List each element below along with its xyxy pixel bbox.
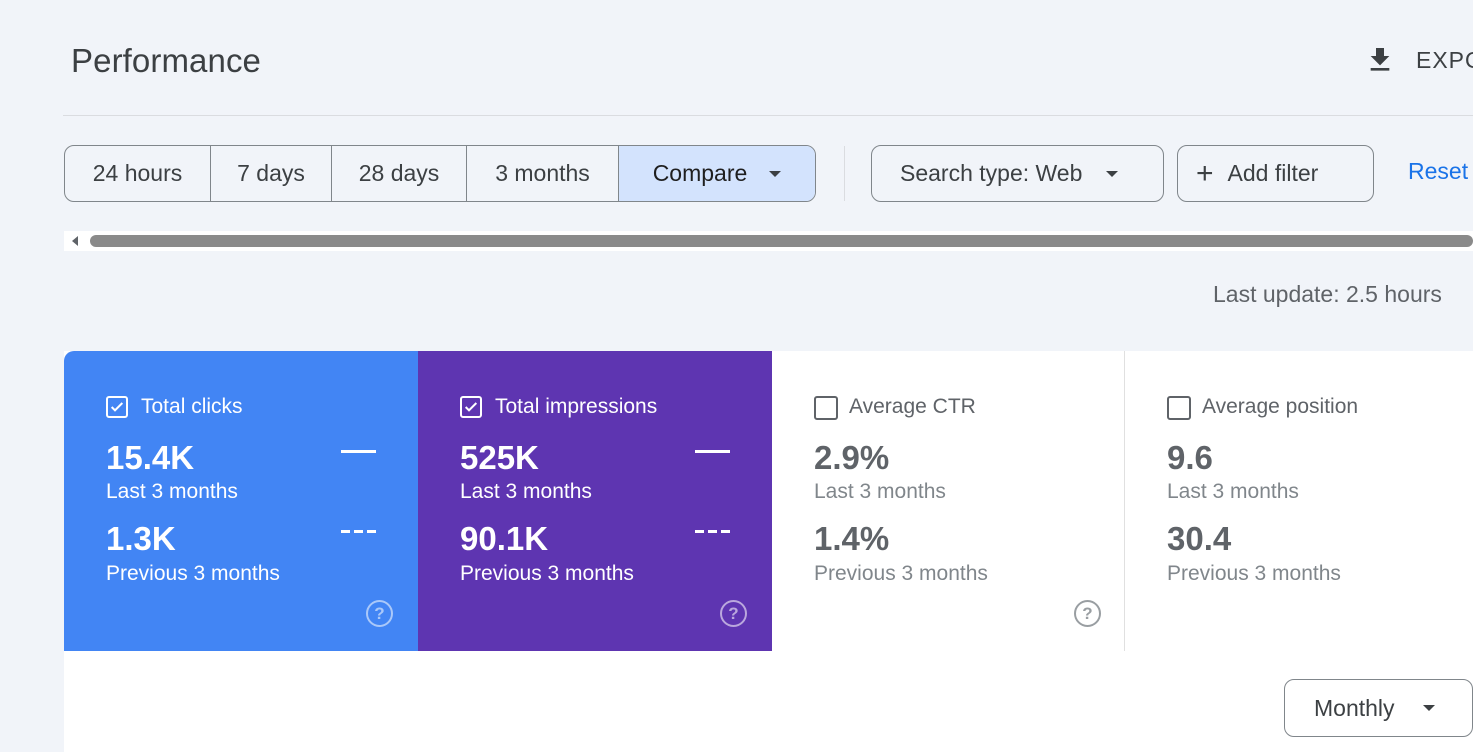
metric-current-period: Last 3 months [814, 480, 946, 503]
metric-card-total-clicks[interactable]: Total clicks 15.4K Last 3 months 1.3K Pr… [64, 351, 418, 651]
metric-current-period: Last 3 months [460, 480, 592, 503]
search-type-label: Search type: Web [900, 160, 1083, 186]
metric-previous-period: Previous 3 months [814, 562, 988, 585]
add-filter-label: Add filter [1227, 160, 1319, 186]
metric-previous-period: Previous 3 months [1167, 562, 1341, 585]
date-range-selector: 24 hours 7 days 28 days 3 months Compare [64, 145, 816, 202]
checkbox-total-clicks[interactable] [106, 396, 128, 418]
metric-previous-period: Previous 3 months [106, 562, 280, 585]
filter-divider [844, 146, 845, 201]
export-button[interactable]: EXPORT [1364, 40, 1473, 80]
check-icon [110, 402, 124, 412]
metric-current-period: Last 3 months [106, 480, 238, 503]
metric-card-average-position[interactable]: Average position 9.6 Last 3 months 30.4 … [1125, 351, 1473, 651]
chevron-down-icon [1422, 705, 1435, 711]
checkbox-average-ctr[interactable] [814, 396, 838, 420]
checkbox-total-impressions[interactable] [460, 396, 482, 418]
range-7-days[interactable]: 7 days [211, 146, 332, 201]
metric-label: Average CTR [849, 395, 976, 418]
range-24-hours[interactable]: 24 hours [65, 146, 211, 201]
chevron-down-icon [769, 170, 782, 177]
metric-current-value: 9.6 [1167, 439, 1213, 476]
metric-previous-value: 30.4 [1167, 520, 1232, 557]
metric-previous-period: Previous 3 months [460, 562, 634, 585]
metric-cards: Total clicks 15.4K Last 3 months 1.3K Pr… [64, 351, 1473, 651]
range-28-days[interactable]: 28 days [332, 146, 467, 201]
metric-previous-value: 1.3K [106, 520, 176, 557]
metric-previous-value: 90.1K [460, 520, 549, 557]
metric-card-average-ctr[interactable]: Average CTR 2.9% Last 3 months 1.4% Prev… [772, 351, 1125, 651]
help-circle-icon[interactable]: ? [720, 600, 747, 627]
metric-current-value: 15.4K [106, 439, 195, 476]
help-circle-icon[interactable]: ? [366, 600, 393, 627]
scrollbar-thumb[interactable] [90, 235, 1473, 247]
metric-label: Total clicks [141, 395, 243, 418]
solid-line-legend-icon [341, 450, 376, 453]
metric-label: Average position [1202, 395, 1359, 418]
check-icon [464, 402, 478, 412]
compare-dropdown[interactable]: Compare [619, 146, 815, 201]
search-type-dropdown[interactable]: Search type: Web [871, 145, 1164, 202]
chevron-down-icon [1106, 170, 1119, 177]
last-update-text: Last update: 2.5 hours [1213, 281, 1442, 307]
plus-icon: + [1196, 156, 1214, 190]
chart-panel [64, 651, 1473, 752]
dashed-line-legend-icon [695, 530, 730, 533]
chevron-left-icon [72, 236, 78, 246]
compare-label: Compare [652, 160, 748, 186]
header-divider [63, 115, 1473, 116]
metric-card-total-impressions[interactable]: Total impressions 525K Last 3 months 90.… [418, 351, 772, 651]
metric-current-value: 525K [460, 439, 539, 476]
solid-line-legend-icon [695, 450, 730, 453]
reset-link[interactable]: Reset [1408, 158, 1469, 184]
dashed-line-legend-icon [341, 530, 376, 533]
interval-label: Monthly [1314, 694, 1395, 721]
download-icon [1370, 48, 1390, 71]
scroll-left-button[interactable] [64, 231, 86, 251]
page-title: Performance [71, 42, 262, 79]
metric-label: Total impressions [495, 395, 658, 418]
metric-current-value: 2.9% [814, 439, 890, 476]
metric-current-period: Last 3 months [1167, 480, 1299, 503]
help-circle-icon[interactable]: ? [1074, 600, 1101, 627]
range-3-months[interactable]: 3 months [467, 146, 619, 201]
interval-dropdown[interactable]: Monthly [1284, 679, 1473, 737]
checkbox-average-position[interactable] [1167, 396, 1191, 420]
add-filter-button[interactable]: + Add filter [1177, 145, 1374, 202]
export-label: EXPORT [1416, 46, 1473, 73]
metric-previous-value: 1.4% [814, 520, 890, 557]
